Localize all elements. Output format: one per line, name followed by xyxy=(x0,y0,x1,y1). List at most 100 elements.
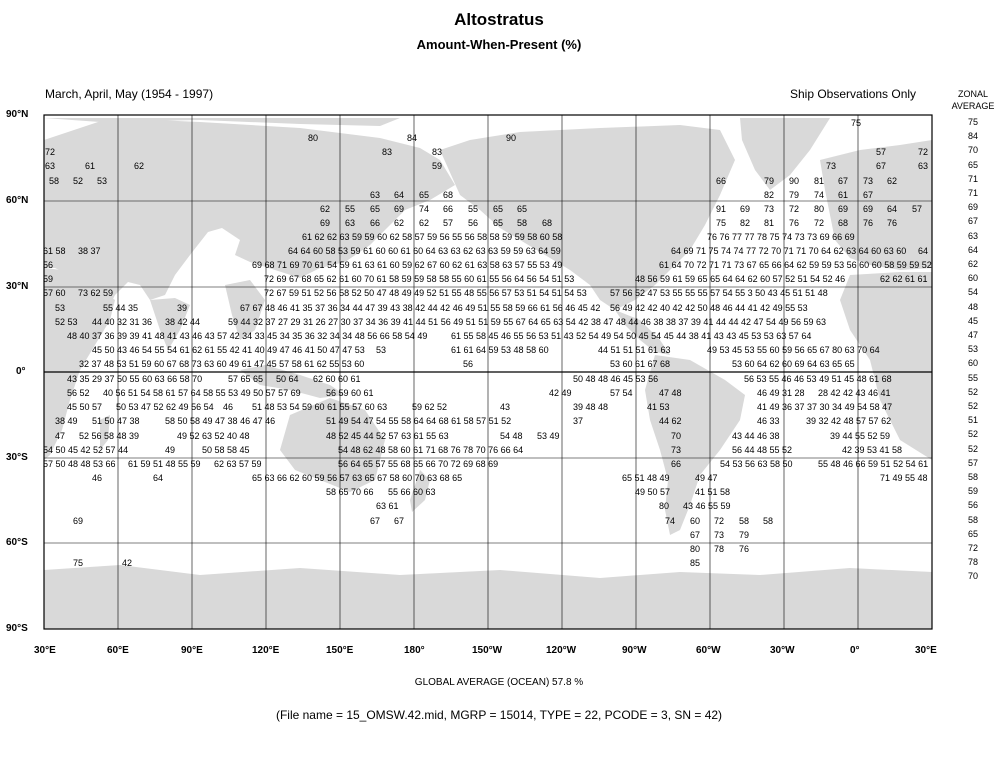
zonal-average-value: 67 xyxy=(967,216,978,227)
zonal-average-value: 70 xyxy=(967,571,978,582)
cell-value: 81 xyxy=(814,176,824,186)
cell-value: 62 xyxy=(419,218,429,228)
cell-value: 63 xyxy=(370,190,380,200)
cell-value: 53 xyxy=(376,345,386,355)
cell-value: 52 53 xyxy=(55,317,78,327)
cell-value: 79 xyxy=(764,176,774,186)
cell-value: 69 xyxy=(73,516,83,526)
cell-value: 46 33 xyxy=(757,416,780,426)
cell-value: 50 53 47 52 62 49 56 54 xyxy=(116,402,214,412)
zonal-header-line2: AVERAGE xyxy=(951,101,995,111)
cell-value: 49 47 xyxy=(695,473,718,483)
cell-value: 68 xyxy=(838,218,848,228)
cell-value: 40 56 51 54 58 61 57 64 58 55 53 49 50 5… xyxy=(103,388,301,398)
cell-value: 39 xyxy=(177,303,187,313)
land-madagascar xyxy=(100,415,110,450)
land-west-africa xyxy=(840,272,932,460)
cell-value: 62 60 60 61 xyxy=(313,374,361,384)
lat-label: 90°N xyxy=(6,109,29,120)
cell-value: 59 62 52 xyxy=(412,402,447,412)
cell-value: 43 46 55 59 xyxy=(683,501,731,511)
land-new-zealand xyxy=(410,470,430,512)
zonal-average-value: 59 xyxy=(967,486,978,497)
cell-value: 56 44 48 55 52 xyxy=(732,445,792,455)
zonal-average-value: 70 xyxy=(967,145,978,156)
land-india xyxy=(150,298,190,350)
lon-label: 120°W xyxy=(546,645,577,656)
cell-value: 80 xyxy=(308,133,318,143)
cell-value: 62 62 61 61 xyxy=(880,274,928,284)
cell-value: 79 xyxy=(739,530,749,540)
cell-value: 53 xyxy=(55,303,65,313)
cell-value: 54 53 56 63 58 50 xyxy=(720,459,793,469)
cell-value: 76 xyxy=(789,218,799,228)
lat-label: 30°N xyxy=(6,281,29,292)
zonal-average-value: 75 xyxy=(967,117,978,127)
cell-value: 57 50 48 48 53 66 xyxy=(43,459,116,469)
cell-value: 54 50 45 42 52 57 44 xyxy=(43,445,128,455)
cell-value: 62 xyxy=(394,218,404,228)
cell-value: 43 44 46 38 xyxy=(732,431,780,441)
cell-value: 43 xyxy=(500,402,510,412)
cell-value: 53 60 61 67 68 xyxy=(610,359,670,369)
cell-value: 61 xyxy=(85,161,95,171)
cell-value: 67 xyxy=(838,176,848,186)
cell-value: 56 52 xyxy=(67,388,90,398)
cell-value: 39 32 42 48 57 57 62 xyxy=(806,416,891,426)
cell-value: 65 63 66 62 60 59 56 57 63 65 67 58 60 7… xyxy=(252,473,462,483)
lat-label: 0° xyxy=(16,366,26,377)
lon-label: 90°E xyxy=(181,645,203,656)
cell-value: 61 58 xyxy=(43,246,66,256)
cell-value: 46 xyxy=(92,473,102,483)
cell-value: 50 64 xyxy=(276,374,299,384)
cell-value: 80 xyxy=(659,501,669,511)
cell-value: 59 xyxy=(432,161,442,171)
zonal-average-value: 52 xyxy=(967,443,978,454)
lat-label: 30°S xyxy=(6,452,28,463)
cell-value: 52 56 58 48 39 xyxy=(79,431,139,441)
lon-label: 30°E xyxy=(915,645,937,656)
land-greenland xyxy=(740,118,830,190)
lat-label: 60°S xyxy=(6,537,28,548)
cell-value: 64 64 60 58 53 59 61 60 60 61 60 64 63 6… xyxy=(288,246,561,256)
cell-value: 83 xyxy=(382,147,392,157)
lon-label: 90°W xyxy=(622,645,647,656)
cell-value: 65 51 48 49 xyxy=(622,473,670,483)
land-australia xyxy=(280,398,385,492)
cell-value: 67 xyxy=(370,516,380,526)
cell-value: 44 62 xyxy=(659,416,682,426)
cell-value: 37 xyxy=(573,416,583,426)
cell-value: 55 xyxy=(345,204,355,214)
cell-value: 85 xyxy=(690,558,700,568)
lon-label: 0° xyxy=(850,645,860,656)
grid-lines xyxy=(44,115,932,629)
cell-value: 52 xyxy=(73,176,83,186)
cell-value: 76 xyxy=(863,218,873,228)
lon-label: 120°E xyxy=(252,645,280,656)
cell-value: 58 xyxy=(49,176,59,186)
cell-value: 58 xyxy=(517,218,527,228)
cell-value: 45 50 57 xyxy=(67,402,102,412)
cell-value: 56 xyxy=(468,218,478,228)
cell-value: 56 49 42 42 40 42 42 50 48 46 44 41 42 4… xyxy=(610,303,808,313)
zonal-average-value: 51 xyxy=(967,415,978,426)
cell-value: 73 xyxy=(714,530,724,540)
land-arctic-islands xyxy=(44,118,400,126)
lon-label: 180° xyxy=(404,645,425,656)
zonal-average-value: 60 xyxy=(967,358,978,369)
cell-value: 51 50 47 38 xyxy=(92,416,140,426)
cell-value: 32 37 48 53 51 59 60 67 68 73 63 60 49 6… xyxy=(79,359,364,369)
cell-value: 39 44 55 52 59 xyxy=(830,431,890,441)
zonal-average-value: 52 xyxy=(967,386,978,397)
zonal-header-line1: ZONAL xyxy=(957,89,988,99)
cell-value: 43 35 29 37 50 55 60 63 66 58 70 xyxy=(67,374,202,384)
lon-label: 30°W xyxy=(770,645,795,656)
lon-label: 60°W xyxy=(696,645,721,656)
cell-value: 55 xyxy=(468,204,478,214)
cell-value: 38 37 xyxy=(78,246,101,256)
cell-value: 64 xyxy=(394,190,404,200)
cell-value: 68 xyxy=(443,190,453,200)
cell-value: 91 xyxy=(716,204,726,214)
cell-value: 41 49 36 37 37 30 34 49 54 58 47 xyxy=(757,402,892,412)
cell-value: 44 40 32 31 36 xyxy=(92,317,152,327)
